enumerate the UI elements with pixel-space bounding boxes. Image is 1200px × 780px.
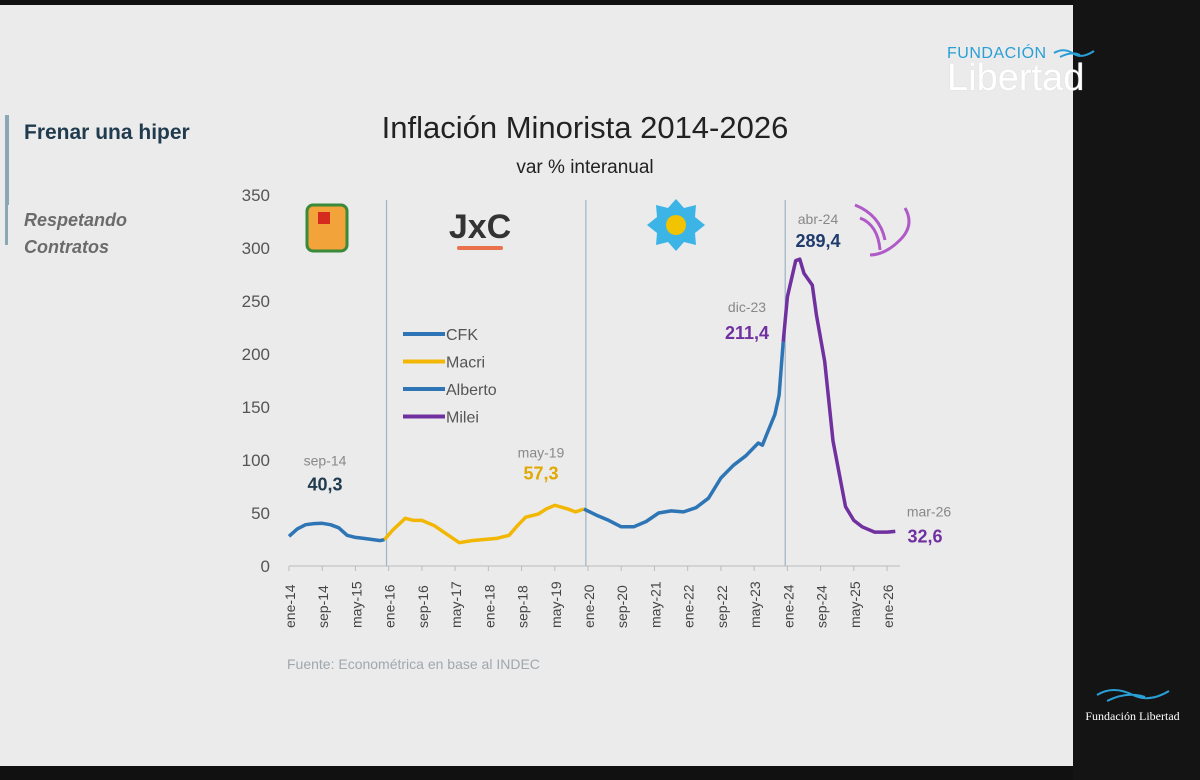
x-tick-label: may-23 [747,581,763,628]
series-line-macri [383,503,585,545]
annotation-date: abr-24 [798,211,839,227]
legend-label: CFK [446,327,478,344]
annotation-date: sep-14 [304,452,347,468]
x-tick-label: sep-16 [415,585,431,628]
x-tick-label: ene-26 [880,584,896,628]
fundacion-libertad-footer-logo: Fundación Libertad [1070,683,1195,724]
annotation-date: dic-23 [728,299,766,315]
accent-bar [5,115,9,205]
lla-eagle-logo [854,203,911,257]
x-tick-label: may-25 [847,581,863,628]
section-subtitle: Respetando Contratos [24,210,128,257]
x-tick-label: ene-16 [382,584,398,628]
x-tick-label: may-17 [448,581,464,628]
x-tick-label: sep-22 [714,585,730,628]
x-tick-label: sep-24 [814,585,830,628]
y-tick-label: 200 [242,345,270,364]
annotation-value: 32,6 [907,526,942,546]
x-tick-label: ene-24 [780,584,796,628]
y-tick-label: 100 [242,451,270,470]
pj-logo [305,203,349,253]
bird-wave-icon [1095,689,1170,702]
jxc-logo-underline [457,246,503,250]
bird-wave-icon [1053,49,1095,58]
logo-line2: Libertad [947,57,1085,99]
x-tick-label: may-15 [348,581,364,628]
inflation-chart: 0 50 100 150 200 250 300 350 ene-14 sep-14 may-15 e… [242,186,952,628]
logo-line1: FUNDACIÓN [947,45,1047,62]
y-tick-label: 150 [242,398,270,417]
right-pane [1073,0,1200,780]
x-tick-label: ene-18 [481,584,497,628]
annotation-value: 211,4 [725,323,769,343]
fundacion-libertad-logo: FUNDACIÓN Libertad [947,45,1096,100]
legend-label: Alberto [446,382,497,399]
up-logo-center [666,215,686,235]
series-line-cfk [287,521,385,543]
footer-logo-text: Fundación Libertad [1085,709,1180,723]
y-tick-label: 50 [251,504,270,523]
accent-bar-secondary [5,205,8,245]
y-tick-label: 300 [242,239,270,258]
slide [0,5,1073,766]
annotation-value: 40,3 [307,474,342,494]
x-tick-label: may-21 [647,581,663,628]
chart-subtitle: var % interanual [516,157,654,178]
y-tick-label: 350 [242,186,270,205]
x-tick-label: ene-22 [681,584,697,628]
series-line-alberto [583,341,785,529]
x-tick-label: may-19 [548,581,564,628]
y-tick-label: 250 [242,292,270,311]
x-tick-label: ene-14 [282,584,298,628]
series-line-milei [781,257,896,534]
x-tick-label: ene-20 [581,584,597,628]
x-tick-label: sep-20 [614,585,630,628]
y-tick-label: 0 [261,557,270,576]
annotation-value: 57,3 [523,463,558,483]
section-title: Frenar una hiper [24,121,190,144]
x-tick-label: sep-18 [515,585,531,628]
annotation-date: mar-26 [907,503,952,519]
chart-title: Inflación Minorista 2014-2026 [381,110,789,145]
jxc-logo-text: JxC [449,208,511,246]
chart-source: Fuente: Econométrica en base al INDEC [287,656,540,672]
legend-label: Milei [446,410,479,427]
annotation-value: 289,4 [795,231,840,251]
x-tick-label: sep-14 [315,585,331,628]
annotation-date: may-19 [518,444,565,460]
legend-label: Macri [446,355,485,372]
